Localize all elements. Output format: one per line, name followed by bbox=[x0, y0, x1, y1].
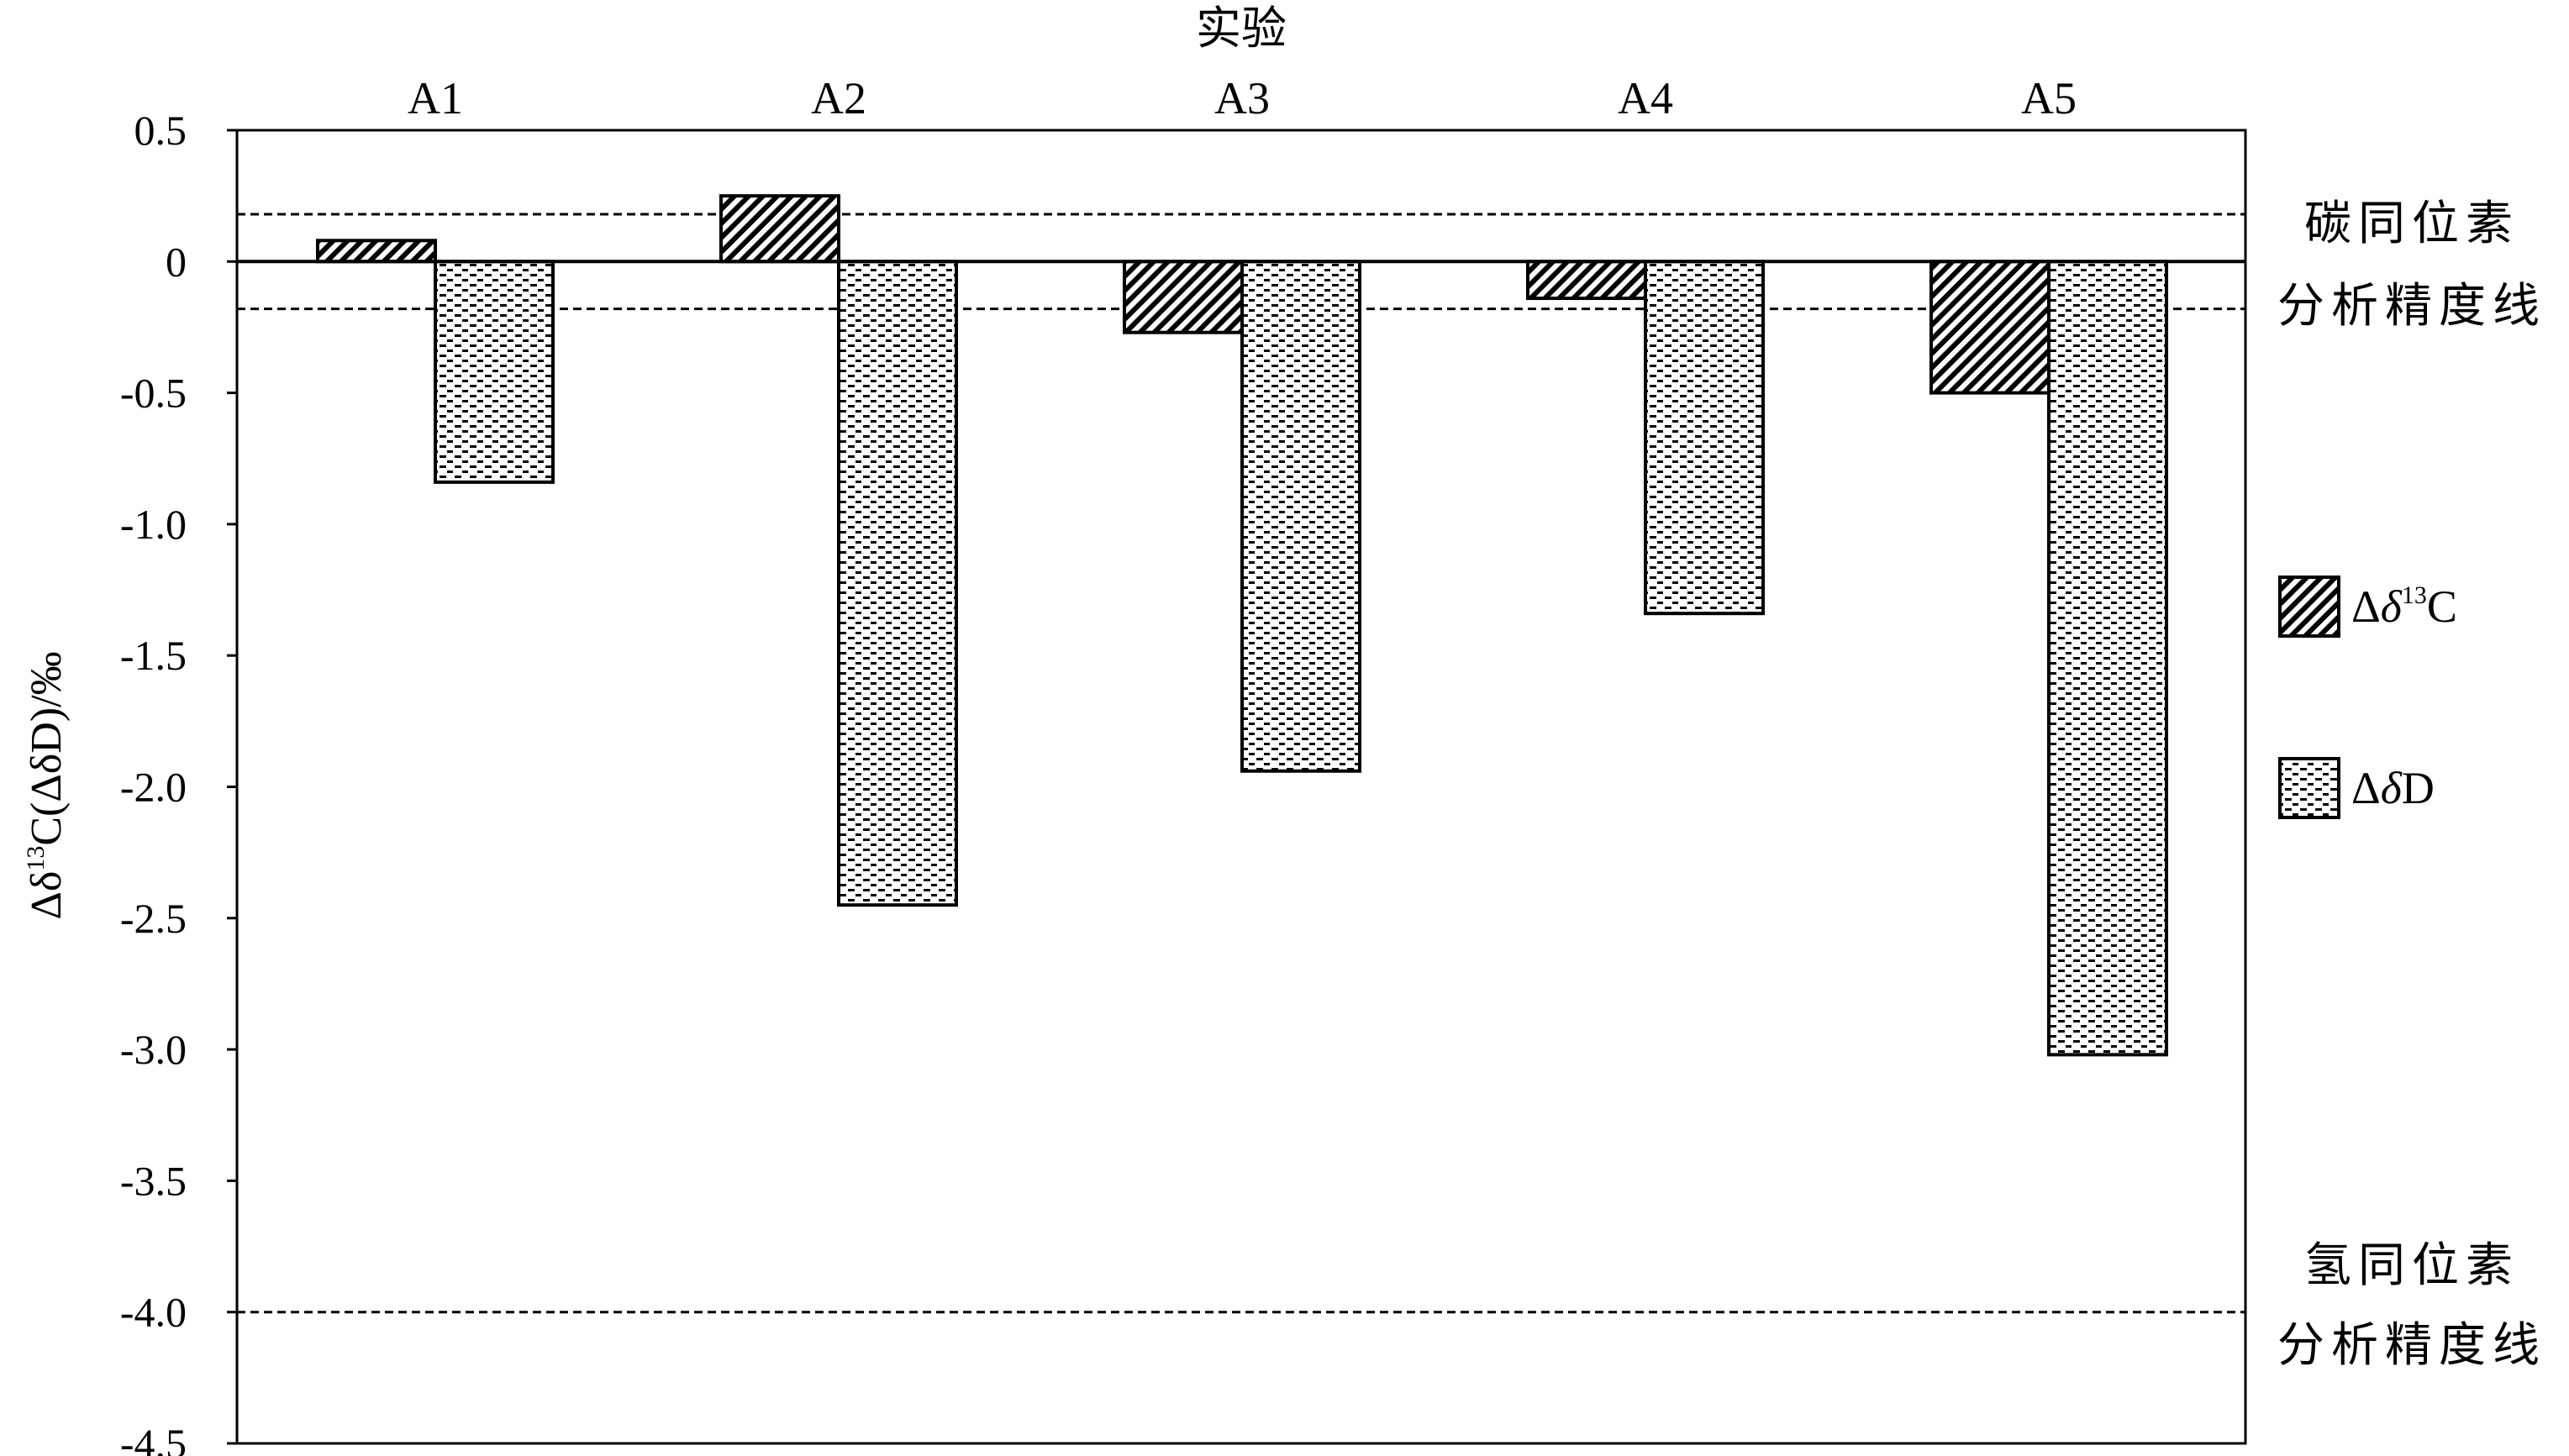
legend-label-d13c: Δδ13C bbox=[2351, 581, 2457, 632]
legend-label-dd: ΔδD bbox=[2351, 763, 2435, 813]
category-label: A2 bbox=[811, 73, 866, 124]
bar-dd-a5 bbox=[2047, 260, 2168, 1057]
bar-dd-a3 bbox=[1240, 260, 1361, 773]
hydrogen-precision-label-line2: 分析精度线 bbox=[2277, 1320, 2546, 1372]
category-label: A5 bbox=[2021, 73, 2077, 124]
legend-swatch-dd bbox=[2278, 757, 2340, 819]
y-tick-label: 0 bbox=[166, 238, 187, 285]
y-tick-label: -1.5 bbox=[120, 632, 187, 679]
legend-swatch-d13c bbox=[2278, 576, 2340, 638]
carbon-precision-label-line1: 碳同位素 bbox=[2304, 198, 2519, 250]
plot-area: 0.5 0 -0.5 -1.0 -1.5 -2.0 -2.5 -3.0 -3.5 -4.0 -4.5… bbox=[22, 3, 2546, 1456]
bar-d13c-a3 bbox=[1123, 260, 1244, 334]
y-tick-label: 0.5 bbox=[134, 107, 187, 154]
y-axis-title: Δδ13C(ΔδD)/‰ bbox=[22, 651, 71, 919]
y-tick-label: -3.0 bbox=[120, 1026, 187, 1073]
bar-d13c-a1 bbox=[316, 239, 437, 264]
bar-d13c-a4 bbox=[1526, 260, 1647, 301]
y-tick-label: -1.0 bbox=[120, 501, 187, 548]
carbon-precision-label-line2: 分析精度线 bbox=[2277, 281, 2546, 333]
category-label: A4 bbox=[1618, 73, 1673, 124]
bar-d13c-a2 bbox=[719, 194, 840, 264]
bar-dd-a4 bbox=[1644, 260, 1765, 616]
category-label: A1 bbox=[408, 73, 463, 124]
bar-dd-a1 bbox=[434, 260, 555, 484]
category-label: A3 bbox=[1214, 73, 1270, 124]
y-tick-label: -2.0 bbox=[120, 764, 187, 811]
hydrogen-precision-label-line1: 氢同位素 bbox=[2304, 1240, 2519, 1292]
bar-dd-a2 bbox=[837, 260, 958, 907]
y-tick-label: -4.5 bbox=[120, 1420, 187, 1456]
bar-d13c-a5 bbox=[1929, 260, 2050, 395]
y-tick-label: -4.0 bbox=[120, 1289, 187, 1336]
y-tick-label: -3.5 bbox=[120, 1157, 187, 1204]
y-tick-label: -0.5 bbox=[120, 370, 187, 417]
y-tick-label: -2.5 bbox=[120, 895, 187, 942]
x-axis-title: 实验 bbox=[1196, 3, 1287, 54]
